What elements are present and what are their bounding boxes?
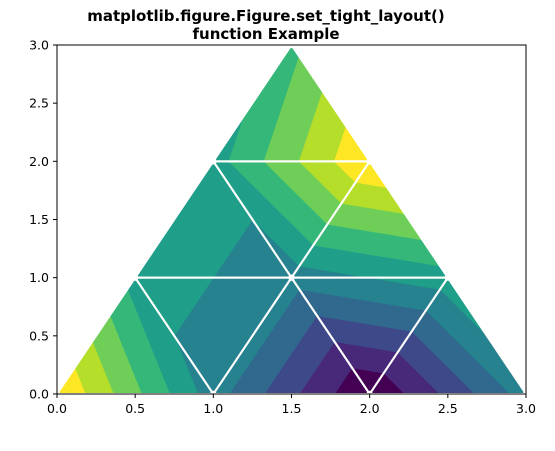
y-axis: 0.0 0.5 1.0 1.5 2.0 2.5 3.0 <box>29 38 57 402</box>
mesh-triangle-8 <box>212 44 371 163</box>
x-tick-label-6: 3.0 <box>516 401 536 416</box>
x-tick-label-1: 0.5 <box>125 401 145 416</box>
x-tick-label-0: 0.0 <box>47 401 67 416</box>
y-tick-label-5: 2.5 <box>29 96 49 111</box>
y-tick-label-0: 0.0 <box>29 387 49 402</box>
y-tick-label-1: 0.5 <box>29 328 49 343</box>
mesh-node-6 <box>444 274 452 281</box>
x-tick-label-3: 1.5 <box>282 401 302 416</box>
y-tick-label-3: 1.5 <box>29 212 49 227</box>
x-tick-label-2: 1.0 <box>203 401 223 416</box>
chart-title-line-2: function Example <box>192 25 339 43</box>
plot-area <box>56 44 527 395</box>
y-tick-label-4: 2.0 <box>29 154 49 169</box>
triangulation-mesh <box>53 41 530 398</box>
mesh-node-4 <box>131 274 139 281</box>
chart-title-line-1: matplotlib.figure.Figure.set_tight_layou… <box>87 7 445 25</box>
y-tick-label-2: 1.0 <box>29 270 49 285</box>
x-tick-label-4: 2.0 <box>360 401 380 416</box>
x-axis: 0.0 0.5 1.0 1.5 2.0 2.5 3.0 <box>47 394 536 416</box>
x-tick-label-5: 2.5 <box>438 401 458 416</box>
mesh-node-8 <box>366 158 373 165</box>
y-tick-label-6: 3.0 <box>29 38 49 53</box>
chart-title: matplotlib.figure.Figure.set_tight_layou… <box>87 7 445 43</box>
mesh-node-7 <box>210 158 217 165</box>
mesh-node-5 <box>288 274 295 281</box>
mesh-triangle-7 <box>290 160 449 279</box>
